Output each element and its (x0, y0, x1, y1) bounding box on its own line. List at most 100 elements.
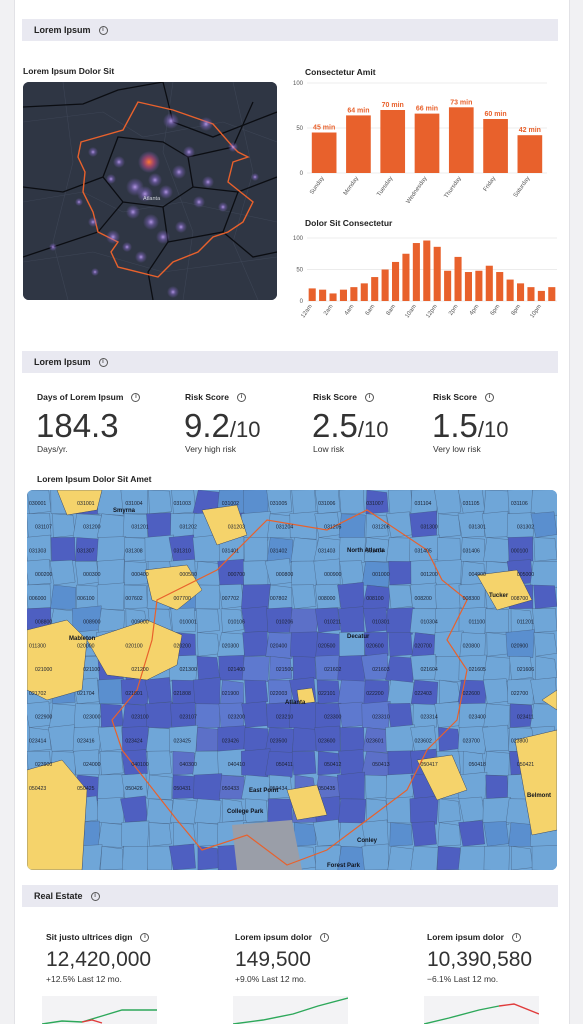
zip-region[interactable] (533, 584, 557, 610)
zip-region[interactable] (27, 534, 52, 562)
zip-region[interactable] (267, 513, 293, 539)
zip-region[interactable] (438, 513, 461, 538)
bar[interactable] (380, 110, 406, 173)
zip-region[interactable] (314, 607, 341, 633)
zip-region[interactable] (434, 490, 461, 515)
zip-region[interactable] (483, 750, 510, 776)
zip-region[interactable] (363, 631, 389, 657)
zip-region[interactable] (99, 750, 124, 776)
high-risk-region[interactable] (514, 729, 557, 836)
zip-region[interactable] (244, 679, 269, 705)
zip-region[interactable] (387, 845, 414, 870)
zip-region[interactable] (434, 655, 463, 683)
zip-region[interactable] (509, 655, 534, 681)
zip-region[interactable] (437, 822, 461, 847)
info-icon[interactable]: i (98, 357, 108, 367)
zip-region[interactable] (196, 655, 221, 681)
zip-region[interactable] (291, 584, 317, 610)
zip-region[interactable] (483, 703, 511, 729)
bar[interactable] (464, 272, 472, 301)
zip-region[interactable] (96, 582, 125, 611)
info-icon[interactable]: i (364, 392, 374, 402)
high-risk-region[interactable] (86, 619, 183, 681)
zip-region[interactable] (457, 510, 485, 538)
zip-region[interactable] (73, 749, 100, 776)
zip-region[interactable] (124, 560, 148, 586)
zip-region[interactable] (361, 843, 389, 870)
zip-region[interactable] (483, 821, 510, 847)
zip-region[interactable] (337, 582, 365, 610)
zip-region[interactable] (387, 703, 413, 728)
zip-region[interactable] (193, 798, 222, 825)
zip-region[interactable] (145, 727, 174, 753)
zip-region[interactable] (386, 679, 415, 706)
zip-region[interactable] (339, 490, 365, 515)
bar[interactable] (475, 270, 483, 301)
zip-region[interactable] (339, 727, 365, 752)
zip-region[interactable] (121, 845, 149, 870)
heat-map[interactable]: Atlanta (23, 82, 277, 300)
zip-region[interactable] (508, 822, 534, 847)
zip-region[interactable] (314, 583, 341, 610)
bar[interactable] (329, 293, 337, 301)
zip-region[interactable] (388, 632, 413, 657)
bar[interactable] (483, 119, 508, 173)
zip-region[interactable] (221, 798, 245, 823)
zip-region[interactable] (292, 727, 317, 752)
zip-region[interactable] (241, 606, 269, 633)
zip-region[interactable] (482, 797, 511, 825)
zip-region[interactable] (385, 724, 415, 754)
zip-region[interactable] (291, 750, 317, 776)
zip-region[interactable] (97, 678, 124, 705)
zip-region[interactable] (100, 845, 124, 870)
zip-region[interactable] (96, 513, 126, 540)
zip-region[interactable] (242, 631, 269, 657)
zip-region[interactable] (438, 798, 461, 823)
zip-region[interactable] (387, 490, 413, 515)
bar[interactable] (414, 113, 440, 173)
bar[interactable] (423, 240, 431, 301)
high-risk-region[interactable] (201, 504, 248, 546)
bar[interactable] (506, 279, 514, 301)
zip-region[interactable] (458, 820, 485, 847)
zip-region[interactable] (121, 820, 150, 849)
zip-region[interactable] (266, 702, 293, 729)
zip-region[interactable] (72, 726, 102, 754)
zip-region[interactable] (317, 750, 341, 776)
zip-region[interactable] (269, 655, 293, 681)
zip-region[interactable] (365, 513, 389, 538)
bar[interactable] (537, 290, 545, 301)
zip-region[interactable] (337, 845, 368, 870)
zip-region[interactable] (195, 584, 221, 610)
high-risk-region[interactable] (416, 754, 468, 801)
zip-region[interactable] (50, 584, 77, 610)
bar[interactable] (527, 287, 535, 301)
bar[interactable] (412, 243, 420, 301)
info-icon[interactable]: i (319, 932, 329, 942)
info-icon[interactable]: i (98, 25, 108, 35)
zip-region[interactable] (314, 490, 341, 515)
zip-region[interactable] (410, 845, 439, 870)
zip-region[interactable] (388, 560, 413, 586)
zip-region[interactable] (409, 795, 439, 825)
zip-region[interactable] (28, 727, 52, 752)
zip-region[interactable] (364, 774, 389, 800)
zip-region[interactable] (100, 703, 124, 728)
high-risk-region[interactable] (27, 619, 88, 701)
bar[interactable] (392, 261, 400, 301)
zip-region[interactable] (336, 771, 365, 800)
zip-region[interactable] (170, 607, 196, 633)
zip-region[interactable] (337, 606, 365, 633)
zip-region[interactable] (338, 537, 366, 563)
zip-region[interactable] (312, 819, 341, 847)
zip-region[interactable] (482, 724, 510, 752)
zip-region[interactable] (483, 678, 510, 705)
zip-region[interactable] (196, 632, 221, 657)
zip-region[interactable] (192, 677, 221, 705)
zip-region[interactable] (411, 821, 437, 847)
high-risk-region[interactable] (56, 490, 103, 516)
zip-region[interactable] (457, 725, 488, 755)
zip-region[interactable] (293, 822, 317, 847)
zip-region[interactable] (505, 629, 535, 658)
zip-region[interactable] (483, 845, 510, 870)
